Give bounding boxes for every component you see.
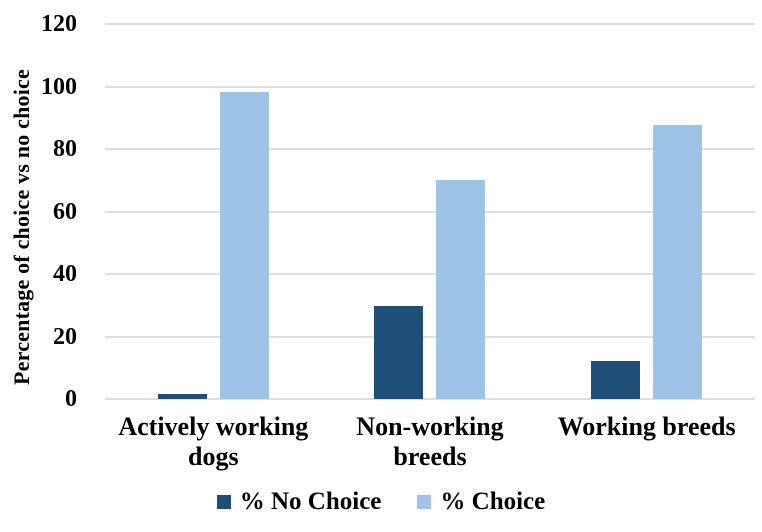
gridline (105, 335, 755, 338)
y-axis: 0 20 40 60 80 100 120 (0, 12, 90, 411)
legend-item-no-choice: % No Choice (216, 488, 382, 515)
legend-label: % No Choice (239, 488, 382, 515)
gridline (105, 148, 755, 150)
x-axis-label-text: Non-working breeds (356, 412, 504, 471)
bar-group-actively-working-dogs (105, 24, 322, 399)
bar-group-non-working-breeds (322, 24, 539, 399)
gridline (105, 23, 755, 25)
x-axis-label-text: Actively working dogs (118, 412, 309, 471)
y-tick-label: 0 (65, 386, 77, 412)
plot-area (105, 23, 755, 400)
x-axis-label: Working breeds (538, 412, 755, 442)
legend-swatch-choice (417, 494, 432, 509)
x-axis: Actively working dogs Non-working breeds W… (105, 412, 755, 476)
gridline (105, 273, 755, 275)
y-tick-label: 80 (53, 136, 77, 162)
bar-choice (653, 124, 703, 399)
legend-label: % Choice (440, 488, 546, 515)
bar-no-choice (374, 305, 424, 399)
y-tick-label: 20 (53, 323, 77, 350)
legend-swatch-no-choice (216, 494, 231, 509)
legend: % No Choice % Choice (0, 489, 762, 514)
bar-choice (436, 179, 486, 399)
x-axis-label-text: Working breeds (557, 412, 736, 441)
x-axis-label: Actively working dogs (105, 412, 322, 472)
gridline (105, 210, 755, 213)
gridline (105, 398, 755, 400)
bar-no-choice (591, 360, 641, 399)
legend-item-choice: % Choice (417, 489, 545, 514)
bar-choice (219, 91, 269, 399)
y-tick-label: 60 (53, 198, 77, 225)
bar-no-choice (157, 394, 207, 399)
bar-group-working-breeds (538, 24, 755, 399)
y-tick-label: 100 (41, 73, 77, 100)
y-tick-label: 40 (53, 261, 77, 287)
gridline (105, 85, 755, 88)
x-axis-label: Non-working breeds (322, 412, 539, 472)
y-tick-label: 120 (41, 11, 77, 37)
